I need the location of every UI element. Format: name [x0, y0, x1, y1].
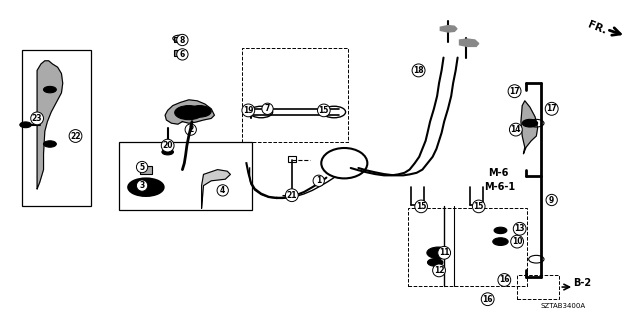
Text: 9: 9 — [549, 196, 554, 204]
Text: 11: 11 — [439, 248, 449, 257]
Polygon shape — [37, 61, 63, 189]
Text: 17: 17 — [547, 104, 557, 113]
Text: 18: 18 — [413, 66, 424, 75]
Text: M-6: M-6 — [488, 168, 508, 178]
Circle shape — [494, 227, 507, 234]
Text: 2: 2 — [188, 125, 193, 134]
Circle shape — [162, 149, 173, 155]
Text: 22: 22 — [70, 132, 81, 140]
Bar — [119, 142, 252, 210]
Bar — [517, 275, 559, 299]
Polygon shape — [202, 170, 230, 208]
Text: 13: 13 — [515, 224, 525, 233]
Text: 21: 21 — [287, 191, 297, 200]
Polygon shape — [521, 101, 538, 154]
Text: 10: 10 — [512, 237, 522, 246]
Text: 12: 12 — [434, 266, 444, 275]
Bar — [242, 48, 348, 142]
Polygon shape — [440, 26, 457, 32]
Text: 16: 16 — [483, 295, 493, 304]
Text: M-6-1: M-6-1 — [484, 182, 515, 192]
Text: 23: 23 — [32, 114, 42, 123]
Circle shape — [133, 181, 159, 194]
Circle shape — [128, 178, 164, 196]
Text: 20: 20 — [163, 141, 173, 150]
Circle shape — [44, 86, 56, 93]
Bar — [288, 156, 296, 162]
Bar — [174, 37, 186, 42]
Polygon shape — [165, 100, 214, 124]
Text: 4: 4 — [220, 186, 225, 195]
Circle shape — [44, 141, 56, 147]
Text: 19: 19 — [243, 106, 253, 115]
Text: 15: 15 — [319, 106, 329, 115]
Text: 5: 5 — [140, 163, 145, 172]
Text: 15: 15 — [416, 202, 426, 211]
Circle shape — [175, 106, 203, 120]
Bar — [140, 166, 152, 174]
Circle shape — [20, 122, 31, 128]
Bar — [174, 50, 186, 56]
Circle shape — [522, 119, 538, 127]
Circle shape — [493, 238, 508, 245]
Text: 17: 17 — [509, 87, 520, 96]
Text: 15: 15 — [474, 202, 484, 211]
Text: 3: 3 — [140, 181, 145, 190]
Text: 8: 8 — [180, 36, 185, 44]
Bar — [408, 208, 527, 286]
Bar — [22, 50, 91, 206]
Text: 1: 1 — [316, 176, 321, 185]
Circle shape — [428, 259, 443, 266]
Polygon shape — [460, 39, 479, 46]
Text: FR.: FR. — [586, 20, 608, 36]
Text: 7: 7 — [265, 104, 270, 113]
Text: SZTAB3400A: SZTAB3400A — [541, 303, 586, 308]
Circle shape — [188, 106, 211, 117]
Text: B-2: B-2 — [573, 278, 591, 288]
Text: 14: 14 — [511, 125, 521, 134]
Text: 16: 16 — [499, 276, 509, 284]
Circle shape — [427, 247, 450, 259]
Text: 6: 6 — [180, 50, 185, 59]
